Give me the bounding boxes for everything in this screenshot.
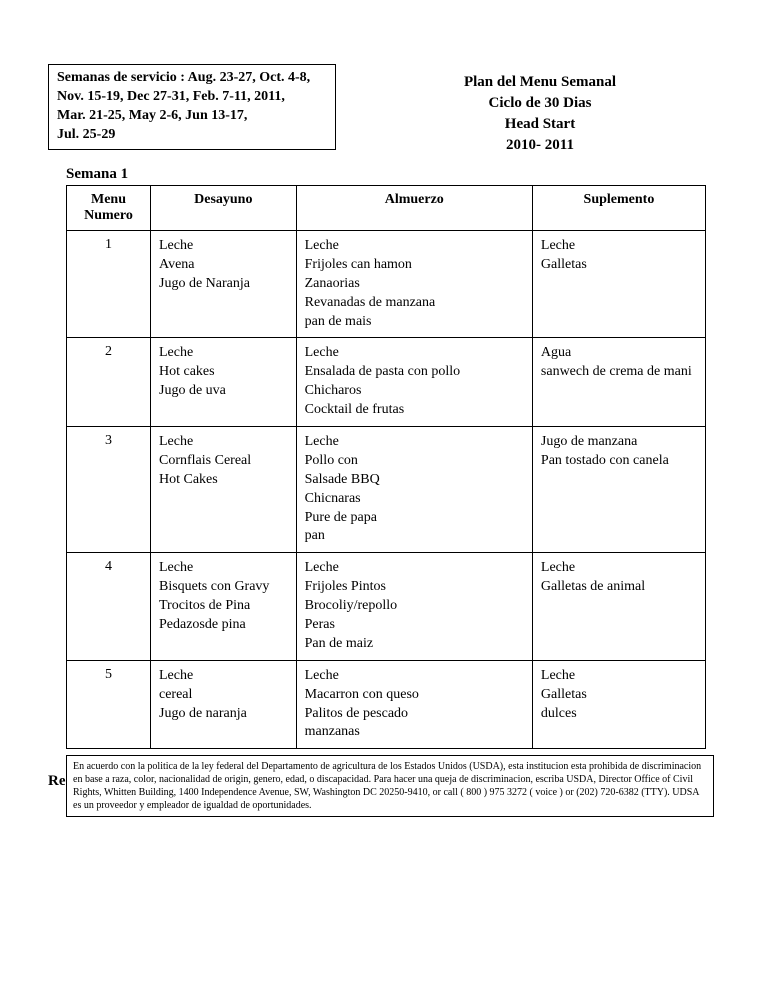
- table-header-row: Menu Numero Desayuno Almuerzo Suplemento: [67, 186, 706, 231]
- food-item: Leche: [541, 667, 697, 686]
- food-item: Leche: [159, 344, 288, 363]
- food-item: Hot Cakes: [159, 471, 288, 490]
- header-menu-numero: Menu Numero: [67, 186, 151, 231]
- food-item: Leche: [541, 559, 697, 578]
- food-item: sanwech de crema de mani: [541, 363, 697, 382]
- food-item: Pure de papa: [305, 509, 524, 528]
- food-item: Bisquets con Gravy: [159, 578, 288, 597]
- food-item: Cocktail de frutas: [305, 401, 524, 420]
- table-row: 1LecheAvenaJugo de NaranjaLecheFrijoles …: [67, 231, 706, 338]
- menu-table: Menu Numero Desayuno Almuerzo Suplemento…: [66, 185, 706, 749]
- cell-menu-numero: 1: [67, 231, 151, 338]
- food-item: Leche: [159, 559, 288, 578]
- disclaimer-box: En acuerdo con la politica de la ley fed…: [66, 755, 714, 817]
- food-item: Jugo de naranja: [159, 705, 288, 724]
- table-row: 5LechecerealJugo de naranjaLecheMacarron…: [67, 660, 706, 749]
- title-line4: 2010- 2011: [360, 135, 720, 156]
- cell-suplemento: Aguasanwech de crema de mani: [532, 338, 705, 427]
- food-item: Leche: [305, 237, 524, 256]
- header-almuerzo: Almuerzo: [296, 186, 532, 231]
- food-item: Jugo de manzana: [541, 433, 697, 452]
- table-row: 4Leche Bisquets con GravyTrocitos de Pin…: [67, 553, 706, 660]
- food-item: cereal: [159, 686, 288, 705]
- service-weeks-line4: Jul. 25-29: [57, 127, 115, 142]
- cell-desayuno: LecheCornflais CerealHot Cakes: [151, 427, 297, 553]
- food-item: pan: [305, 527, 524, 546]
- cell-almuerzo: LecheEnsalada de pasta con polloChicharo…: [296, 338, 532, 427]
- cell-desayuno: Leche Bisquets con GravyTrocitos de Pina…: [151, 553, 297, 660]
- footer-area: Re En acuerdo con la politica de la ley …: [48, 755, 720, 817]
- food-item: Cornflais Cereal: [159, 452, 288, 471]
- food-item: Brocoliy/repollo: [305, 597, 524, 616]
- service-weeks-line1: Aug. 23-27, Oct. 4-8,: [188, 70, 311, 85]
- food-item: Jugo de uva: [159, 382, 288, 401]
- cell-menu-numero: 3: [67, 427, 151, 553]
- food-item: Macarron con queso: [305, 686, 524, 705]
- food-item: Pan tostado con canela: [541, 452, 697, 471]
- food-item: Leche: [305, 344, 524, 363]
- cell-suplemento: LecheGalletasdulces: [532, 660, 705, 749]
- food-item: Leche: [159, 667, 288, 686]
- food-item: Revanadas de manzana: [305, 294, 524, 313]
- cell-almuerzo: LecheFrijoles can hamonZanaoriasRevanada…: [296, 231, 532, 338]
- food-item: Hot cakes: [159, 363, 288, 382]
- rev-label: Re: [48, 773, 66, 790]
- food-item: Galletas: [541, 686, 697, 705]
- title-block: Plan del Menu Semanal Ciclo de 30 Dias H…: [360, 64, 720, 156]
- title-line2: Ciclo de 30 Dias: [360, 93, 720, 114]
- food-item: Leche: [305, 667, 524, 686]
- service-weeks-box: Semanas de servicio : Aug. 23-27, Oct. 4…: [48, 64, 336, 150]
- food-item: Frijoles can hamon: [305, 256, 524, 275]
- cell-desayuno: LecheAvenaJugo de Naranja: [151, 231, 297, 338]
- food-item: Galletas de animal: [541, 578, 697, 597]
- cell-suplemento: LecheGalletas: [532, 231, 705, 338]
- food-item: Peras: [305, 616, 524, 635]
- service-weeks-line3: Mar. 21-25, May 2-6, Jun 13-17,: [57, 108, 247, 123]
- food-item: Leche: [159, 237, 288, 256]
- food-item: Pollo con: [305, 452, 524, 471]
- food-item: manzanas: [305, 723, 524, 742]
- food-item: Frijoles Pintos: [305, 578, 524, 597]
- table-row: 2LecheHot cakesJugo de uvaLecheEnsalada …: [67, 338, 706, 427]
- service-weeks-line2: Nov. 15-19, Dec 27-31, Feb. 7-11, 2011,: [57, 89, 285, 104]
- food-item: Leche: [305, 433, 524, 452]
- service-weeks-label: Semanas de servicio :: [57, 70, 185, 85]
- week-label: Semana 1: [66, 166, 720, 183]
- cell-desayuno: LechecerealJugo de naranja: [151, 660, 297, 749]
- cell-menu-numero: 5: [67, 660, 151, 749]
- food-item: Agua: [541, 344, 697, 363]
- cell-menu-numero: 2: [67, 338, 151, 427]
- food-item: Palitos de pescado: [305, 705, 524, 724]
- food-item: Leche: [541, 237, 697, 256]
- food-item: Pan de maiz: [305, 635, 524, 654]
- food-item: Leche: [305, 559, 524, 578]
- food-item: Trocitos de Pina: [159, 597, 288, 616]
- food-item: pan de mais: [305, 313, 524, 332]
- food-item: Avena: [159, 256, 288, 275]
- cell-almuerzo: LecheMacarron con quesoPalitos de pescad…: [296, 660, 532, 749]
- food-item: Jugo de Naranja: [159, 275, 288, 294]
- food-item: Chicharos: [305, 382, 524, 401]
- title-line1: Plan del Menu Semanal: [360, 72, 720, 93]
- food-item: Ensalada de pasta con pollo: [305, 363, 524, 382]
- cell-menu-numero: 4: [67, 553, 151, 660]
- cell-almuerzo: LechePollo conSalsade BBQChicnarasPure d…: [296, 427, 532, 553]
- page: Semanas de servicio : Aug. 23-27, Oct. 4…: [0, 0, 768, 857]
- food-item: Galletas: [541, 256, 697, 275]
- food-item: Chicnaras: [305, 490, 524, 509]
- title-line3: Head Start: [360, 114, 720, 135]
- food-item: dulces: [541, 705, 697, 724]
- cell-desayuno: LecheHot cakesJugo de uva: [151, 338, 297, 427]
- header-row: Semanas de servicio : Aug. 23-27, Oct. 4…: [48, 64, 720, 156]
- table-row: 3LecheCornflais CerealHot CakesLechePoll…: [67, 427, 706, 553]
- food-item: Salsade BBQ: [305, 471, 524, 490]
- cell-suplemento: Jugo de manzanaPan tostado con canela: [532, 427, 705, 553]
- header-suplemento: Suplemento: [532, 186, 705, 231]
- cell-suplemento: LecheGalletas de animal: [532, 553, 705, 660]
- cell-almuerzo: LecheFrijoles PintosBrocoliy/repolloPera…: [296, 553, 532, 660]
- food-item: Zanaorias: [305, 275, 524, 294]
- food-item: Pedazosde pina: [159, 616, 288, 635]
- food-item: Leche: [159, 433, 288, 452]
- header-desayuno: Desayuno: [151, 186, 297, 231]
